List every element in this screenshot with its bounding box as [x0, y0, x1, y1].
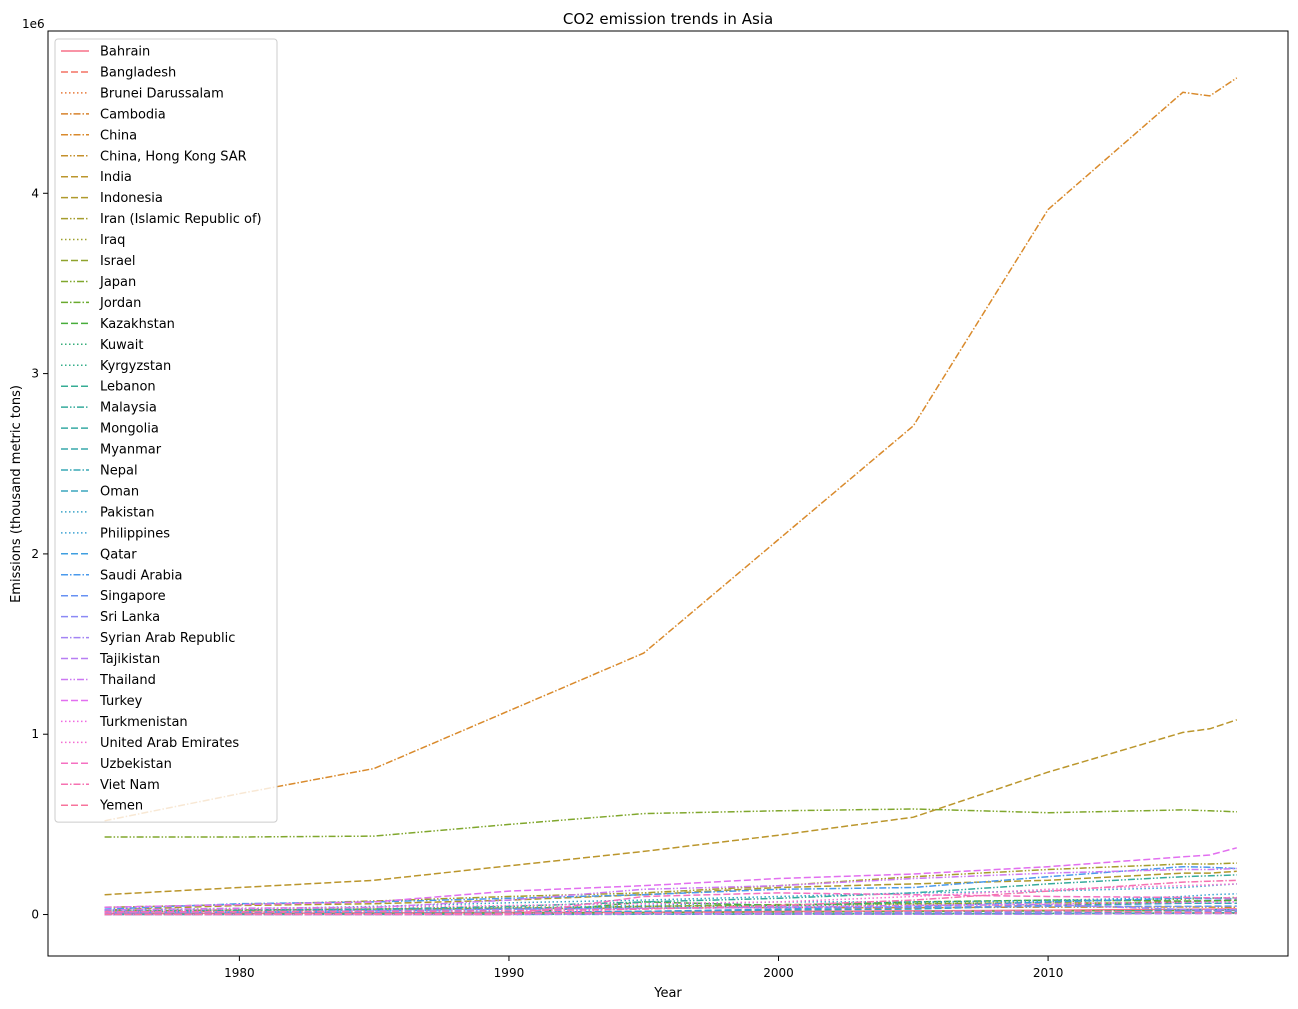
legend-entry-label: Kuwait — [100, 338, 143, 353]
series-line-6 — [104, 719, 1238, 896]
y-tick-label: 0 — [31, 908, 39, 922]
series-line-25 — [104, 865, 1237, 910]
legend-entry-label: Pakistan — [100, 505, 154, 520]
y-tick-label: 1 — [31, 727, 39, 741]
plot-frame — [47, 30, 1289, 957]
y-axis-offset-label: 1e6 — [22, 17, 45, 31]
legend-entry-label: United Arab Emirates — [100, 736, 239, 751]
legend-entry-label: Kyrgyzstan — [100, 359, 171, 374]
legend-entry-label: Myanmar — [100, 443, 162, 458]
legend-entry-label: Turkmenistan — [99, 715, 188, 730]
legend-entry-label: Singapore — [100, 589, 166, 604]
legend-entry-label: Uzbekistan — [100, 757, 172, 772]
legend-entry-label: Jordan — [99, 296, 141, 311]
legend-entry-label: Lebanon — [100, 380, 156, 395]
legend-entry-label: Japan — [99, 275, 136, 290]
legend-entry-label: China — [100, 128, 137, 143]
legend-entry-label: Brunei Darussalam — [100, 86, 224, 101]
legend-entry-label: Bahrain — [100, 45, 150, 60]
x-tick-label: 1980 — [224, 966, 255, 980]
legend-entry-label: India — [100, 170, 132, 185]
legend-entry-label: Iran (Islamic Republic of) — [100, 212, 262, 227]
y-axis-ticks: 0 1 2 3 4 — [31, 186, 48, 922]
legend-entry-label: Turkey — [99, 694, 143, 709]
x-tick-label: 2010 — [1033, 966, 1064, 980]
legend-entry-label: Saudi Arabia — [100, 568, 183, 583]
legend-entry-label: Bangladesh — [100, 65, 176, 80]
legend-entry-label: Nepal — [100, 464, 138, 479]
y-axis-label: Emissions (thousand metric tons) — [9, 385, 24, 603]
y-tick-label: 2 — [31, 547, 39, 561]
x-axis-ticks: 1980 1990 2000 2010 — [224, 956, 1063, 980]
legend-entry-label: Kazakhstan — [100, 317, 175, 332]
legend-entry-label: Israel — [100, 254, 136, 269]
legend-entry-label: Syrian Arab Republic — [100, 631, 235, 646]
legend-entry-label: Oman — [100, 484, 139, 499]
legend: Bahrain Bangladesh Brunei Darussalam Cambod… — [54, 38, 278, 823]
series-line-34 — [104, 892, 1237, 916]
series-layer — [104, 77, 1238, 916]
y-tick-label: 3 — [31, 367, 39, 381]
series-line-24 — [104, 897, 1237, 915]
y-tick-label: 4 — [31, 186, 39, 200]
x-tick-label: 2000 — [763, 966, 794, 980]
series-line-33 — [104, 883, 1237, 914]
series-line-11 — [104, 808, 1237, 838]
legend-entry-label: Tajikistan — [99, 652, 160, 667]
x-tick-label: 1990 — [494, 966, 525, 980]
legend-entry-label: Indonesia — [100, 191, 163, 206]
legend-entry-label: Sri Lanka — [100, 610, 160, 625]
legend-entry-label: Mongolia — [100, 422, 159, 437]
x-axis-label: Year — [653, 986, 682, 1001]
legend-entry-label: Iraq — [100, 233, 125, 248]
series-line-26 — [104, 905, 1237, 914]
series-line-31 — [104, 847, 1237, 909]
legend-entry-label: China, Hong Kong SAR — [100, 149, 247, 164]
series-line-35 — [104, 879, 1237, 913]
legend-entry-label: Thailand — [99, 673, 156, 688]
series-line-23 — [104, 893, 1237, 911]
legend-entry-label: Qatar — [100, 547, 137, 562]
legend-entry-label: Philippines — [100, 526, 170, 541]
legend-entry-label: Viet Nam — [100, 778, 160, 793]
legend-entry-label: Yemen — [99, 799, 143, 814]
legend-entry-label: Malaysia — [100, 401, 157, 416]
series-line-7 — [104, 870, 1237, 911]
legend-entry-label: Cambodia — [100, 107, 166, 122]
chart-title: CO2 emission trends in Asia — [563, 10, 773, 28]
legend-box — [54, 38, 278, 823]
series-line-36 — [104, 909, 1237, 916]
series-line-4 — [104, 77, 1238, 822]
